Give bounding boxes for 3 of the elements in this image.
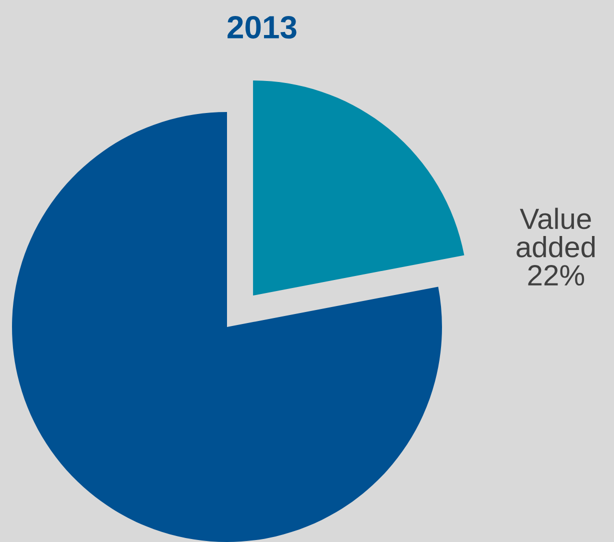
data-label: 22%	[528, 265, 584, 286]
slice-label: Value added	[516, 208, 595, 258]
chart-title: 2013	[228, 16, 296, 39]
